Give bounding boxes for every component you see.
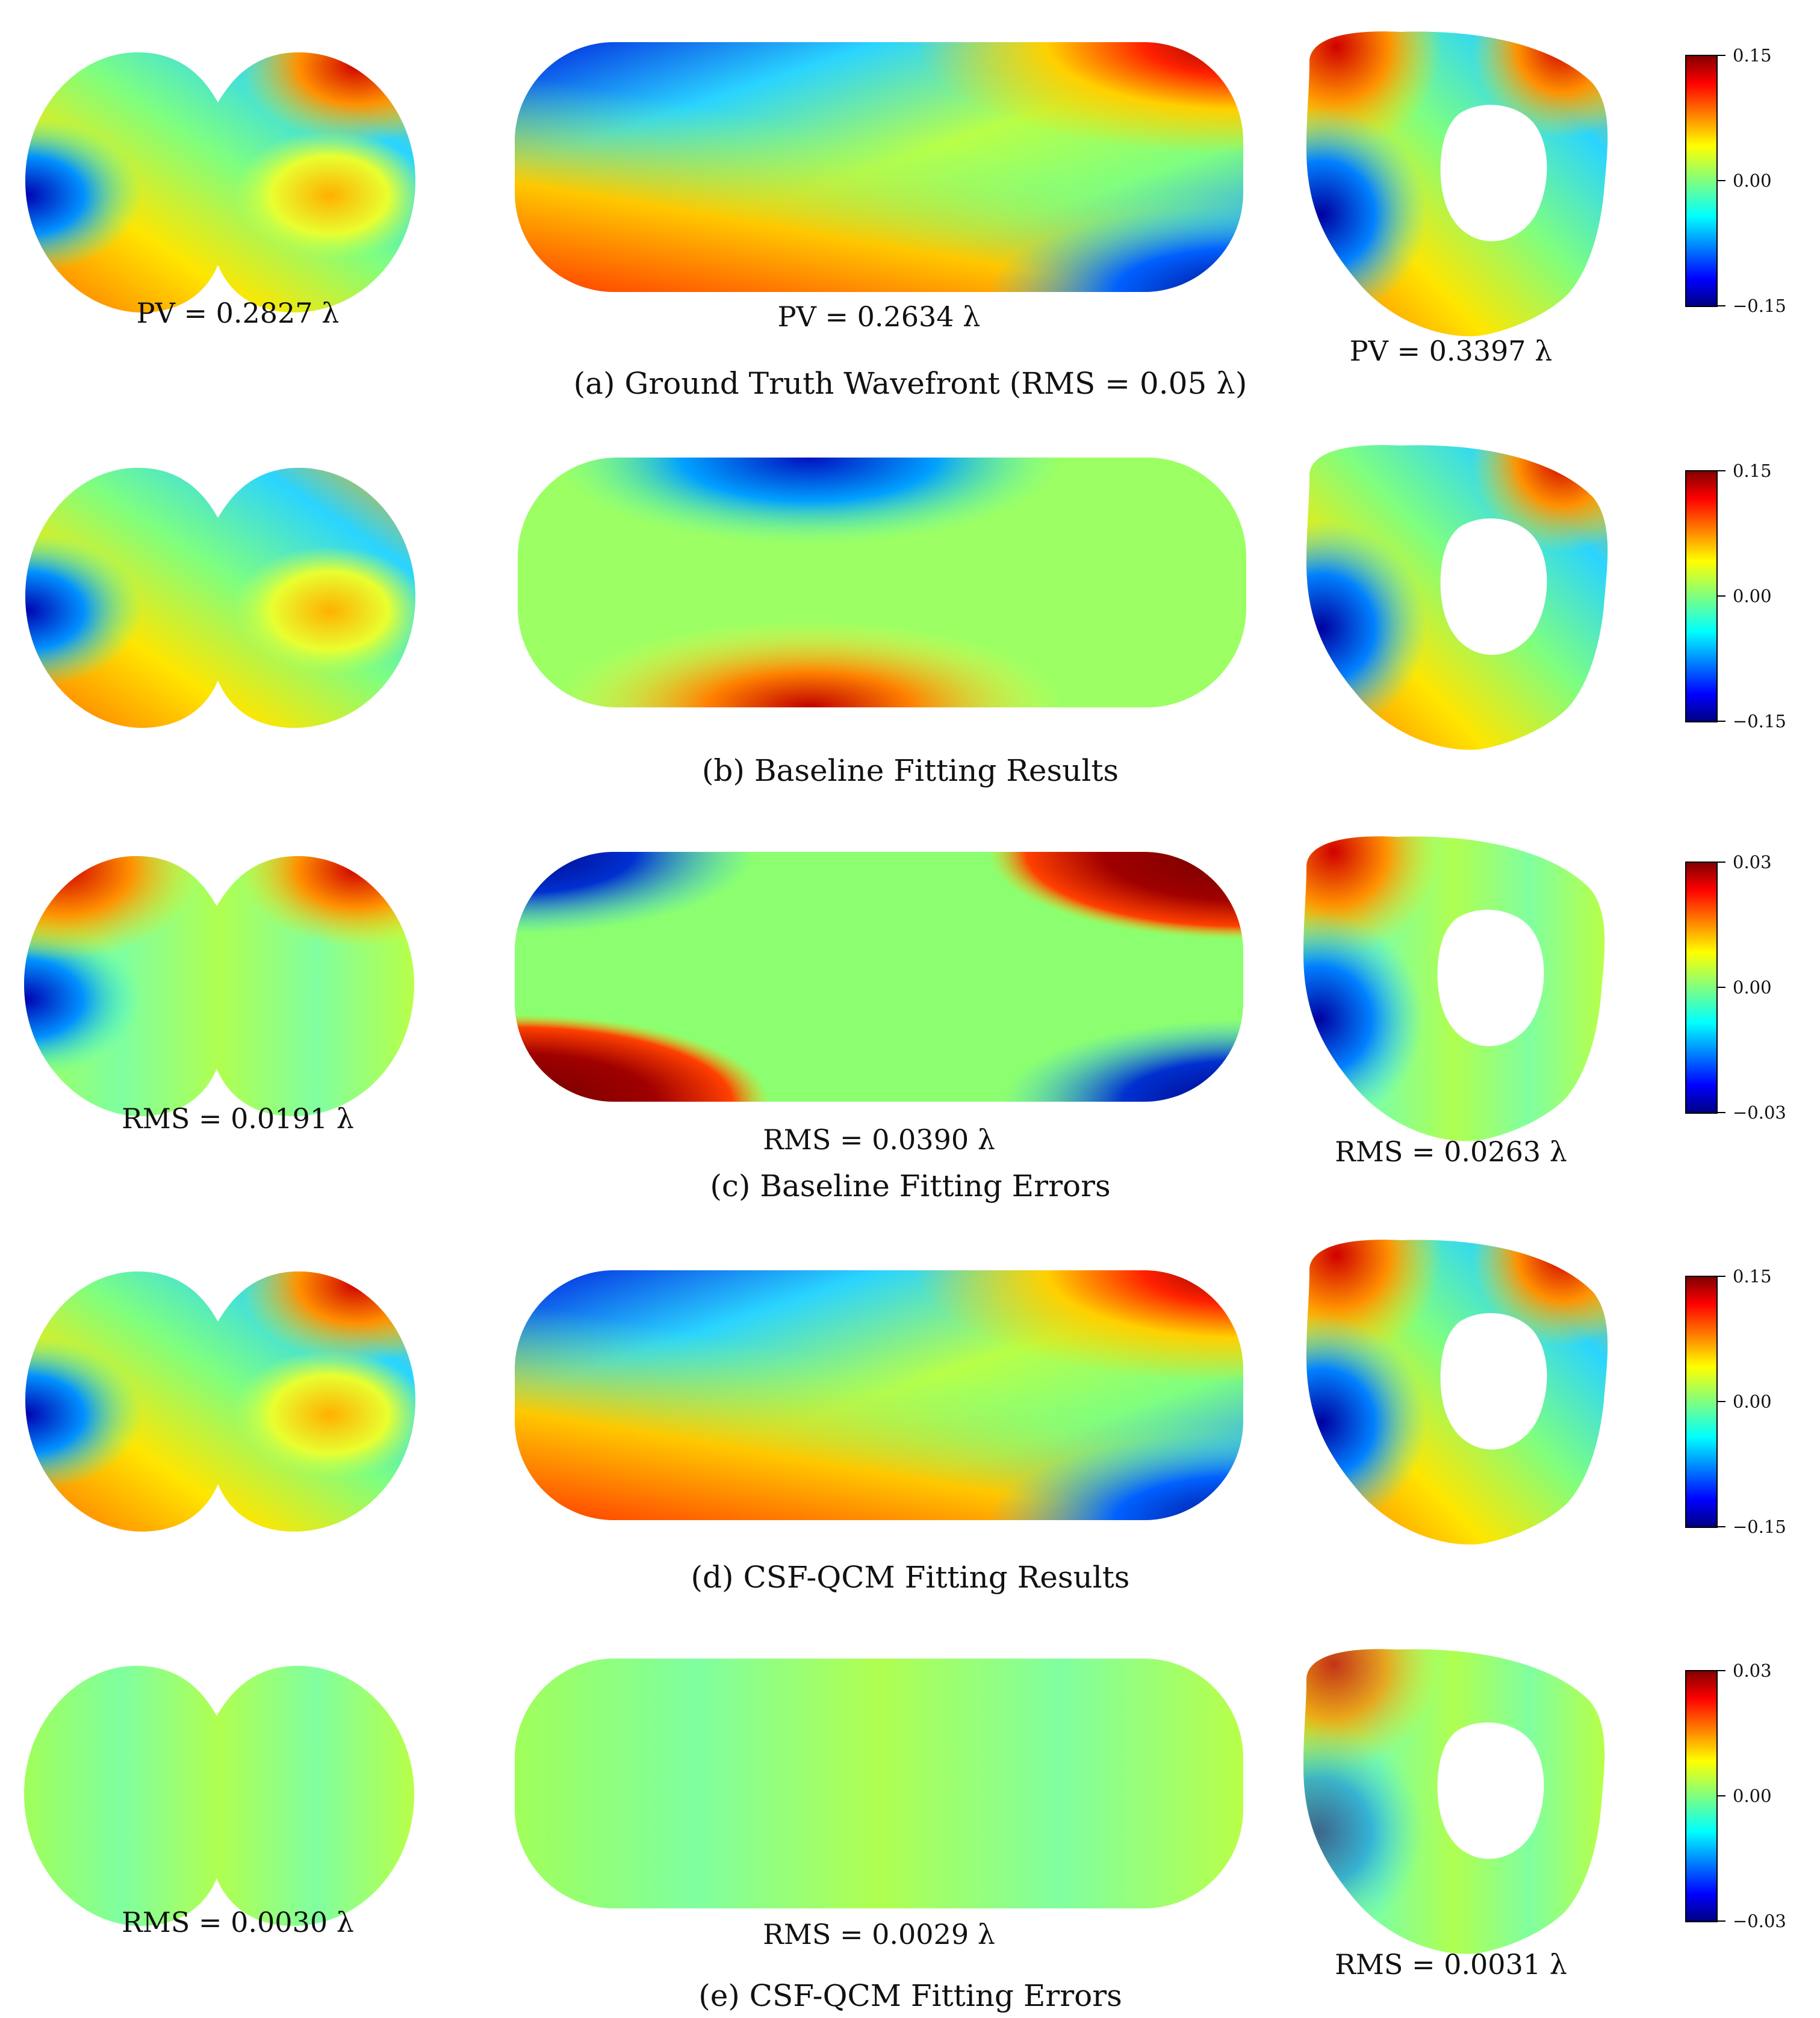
panel-a-peanut xyxy=(25,52,415,313)
label-e-rect: RMS = 0.0029 λ xyxy=(763,1918,995,1951)
tick-d-min: −0.15 xyxy=(1733,1517,1786,1537)
caption-e: (e) CSF-QCM Fitting Errors xyxy=(698,1978,1122,2013)
colorbars xyxy=(1685,55,1725,1922)
panel-c-peanut xyxy=(24,855,414,1117)
caption-a: (a) Ground Truth Wavefront (RMS = 0.05 λ… xyxy=(573,366,1247,401)
panel-d-ring xyxy=(1306,1240,1608,1545)
tick-c-mid: 0.00 xyxy=(1733,977,1772,998)
panel-c-rect xyxy=(515,852,1243,1102)
caption-b: (b) Baseline Fitting Results xyxy=(701,753,1119,788)
tick-c-max: 0.03 xyxy=(1733,852,1772,872)
label-c-ring: RMS = 0.0263 λ xyxy=(1335,1135,1567,1168)
label-a-ring: PV = 0.3397 λ xyxy=(1349,335,1553,367)
tick-b-min: −0.15 xyxy=(1733,711,1786,731)
panel-b-peanut xyxy=(25,467,415,728)
panel-b-rect xyxy=(518,458,1246,707)
panel-e-peanut xyxy=(24,1665,414,1926)
tick-e-mid: 0.00 xyxy=(1733,1786,1772,1806)
row-a-panels xyxy=(25,31,1608,337)
caption-c: (c) Baseline Fitting Errors xyxy=(710,1169,1111,1203)
caption-d: (d) CSF-QCM Fitting Results xyxy=(691,1560,1130,1595)
label-a-peanut: PV = 0.2827 λ xyxy=(136,297,340,329)
label-c-peanut: RMS = 0.0191 λ xyxy=(122,1102,354,1135)
row-c-panels xyxy=(24,836,1605,1141)
panel-c-ring xyxy=(1303,836,1605,1141)
panel-a-rect xyxy=(515,42,1243,292)
panel-a-ring xyxy=(1306,31,1608,337)
colorbar-b xyxy=(1685,470,1725,722)
tick-a-min: −0.15 xyxy=(1733,296,1786,316)
tick-b-max: 0.15 xyxy=(1733,461,1772,481)
panel-e-rect xyxy=(515,1659,1243,1908)
tick-e-min: −0.03 xyxy=(1733,1911,1786,1931)
tick-d-max: 0.15 xyxy=(1733,1266,1772,1287)
row-d-panels xyxy=(25,1240,1608,1545)
tick-c-min: −0.03 xyxy=(1733,1102,1786,1123)
label-a-rect: PV = 0.2634 λ xyxy=(777,300,981,333)
tick-b-mid: 0.00 xyxy=(1733,586,1772,606)
tick-a-max: 0.15 xyxy=(1733,45,1772,66)
colorbar-e xyxy=(1685,1670,1725,1922)
panel-e-ring xyxy=(1303,1649,1605,1954)
row-b-panels xyxy=(25,445,1608,750)
tick-a-mid: 0.00 xyxy=(1733,170,1772,191)
colorbar-c xyxy=(1685,862,1725,1114)
tick-d-mid: 0.00 xyxy=(1733,1391,1772,1412)
panel-d-peanut xyxy=(25,1271,415,1532)
label-c-rect: RMS = 0.0390 λ xyxy=(763,1123,995,1156)
label-e-ring: RMS = 0.0031 λ xyxy=(1335,1948,1567,1981)
colorbar-d xyxy=(1685,1276,1725,1528)
label-e-peanut: RMS = 0.0030 λ xyxy=(122,1906,354,1939)
tick-e-max: 0.03 xyxy=(1733,1660,1772,1681)
colorbar-a xyxy=(1685,55,1725,307)
panel-d-rect xyxy=(515,1270,1243,1520)
panel-b-ring xyxy=(1306,445,1608,750)
